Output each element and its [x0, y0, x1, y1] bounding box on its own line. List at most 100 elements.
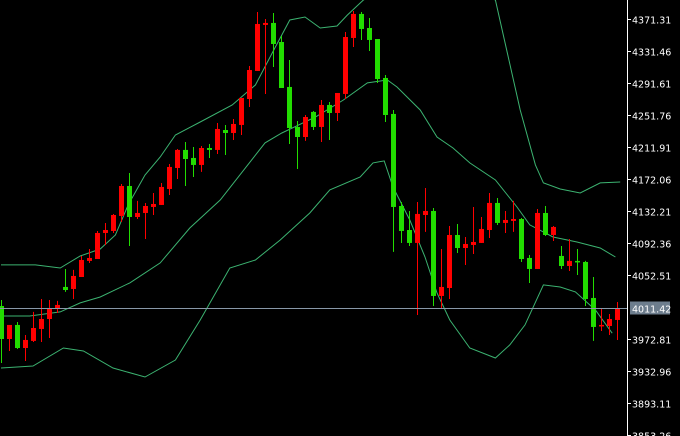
candle — [303, 114, 308, 141]
price-axis[interactable]: 4371.31 4331.46 4291.61 4251.76 4211.91 4172.… — [627, 0, 671, 436]
candle — [263, 19, 268, 94]
candle-body — [495, 202, 500, 223]
axis-tick-label: 4172.06 — [632, 176, 671, 187]
candle — [567, 239, 572, 271]
axis-tick-label: 3853.26 — [632, 432, 671, 436]
candle — [311, 110, 316, 131]
candle-body — [167, 166, 172, 189]
candle-body — [567, 260, 572, 266]
candle-body — [591, 297, 596, 327]
candle-body — [575, 260, 580, 263]
candle-body — [559, 255, 564, 266]
candle-body — [431, 210, 436, 296]
candle-body — [215, 128, 220, 150]
candle-body — [607, 319, 612, 326]
axis-tick-label: 3932.96 — [632, 368, 671, 379]
candle-body — [511, 219, 516, 221]
axis-tick-label: 4371.31 — [632, 16, 671, 27]
candle — [487, 192, 492, 238]
candle — [167, 163, 172, 195]
candle — [519, 217, 524, 262]
candle-body — [151, 203, 156, 207]
candle — [327, 101, 332, 140]
candle — [87, 248, 92, 263]
candle — [359, 11, 364, 40]
candle-body — [303, 116, 308, 137]
candle-body — [159, 186, 164, 205]
candle-body — [503, 219, 508, 223]
candle — [159, 182, 164, 205]
candle-body — [47, 307, 52, 320]
candle-body — [399, 205, 404, 231]
candle-body — [119, 185, 124, 216]
candle — [287, 59, 292, 144]
band-upper — [1, 0, 621, 269]
candle — [367, 17, 372, 51]
candle-body — [0, 305, 4, 340]
candle — [95, 230, 100, 260]
candle-body — [23, 339, 28, 348]
candle — [415, 201, 420, 315]
candle — [231, 119, 236, 140]
candle-body — [447, 234, 452, 288]
candle — [271, 12, 276, 67]
candle — [383, 74, 388, 122]
candle-body — [327, 104, 332, 113]
candle-body — [319, 104, 324, 127]
candle-body — [231, 123, 236, 133]
candle — [239, 97, 244, 135]
candle — [151, 192, 156, 215]
candle — [183, 141, 188, 186]
candle-body — [247, 70, 252, 100]
band-middle — [1, 79, 616, 317]
candle — [295, 121, 300, 169]
candle-body — [615, 308, 620, 320]
candle-body — [367, 28, 372, 40]
candle-body — [375, 39, 380, 80]
candle-body — [527, 257, 532, 269]
candle — [335, 92, 340, 122]
candle-body — [271, 22, 276, 44]
candle-body — [31, 327, 36, 341]
candle-body — [487, 202, 492, 231]
candle-body — [143, 205, 148, 213]
candle — [559, 245, 564, 269]
candle-body — [199, 148, 204, 165]
candle-body — [223, 130, 228, 133]
candle — [447, 225, 452, 300]
candle — [175, 148, 180, 180]
candle-body — [551, 226, 556, 235]
candle — [615, 301, 620, 340]
candle — [191, 146, 196, 177]
candle-body — [239, 97, 244, 125]
candle-body — [343, 36, 348, 94]
candle — [607, 313, 612, 335]
candle-body — [583, 261, 588, 300]
candle-body — [415, 213, 420, 243]
candle-body — [311, 111, 316, 127]
candle — [223, 124, 228, 155]
axis-tick-label: 4052.51 — [632, 272, 671, 283]
current-price-label: 4011.42 — [630, 301, 671, 316]
candle — [103, 222, 108, 245]
candle — [479, 216, 484, 243]
candle — [583, 260, 588, 306]
candle-body — [519, 219, 524, 260]
candle-body — [463, 243, 468, 249]
candle-body — [439, 286, 444, 296]
candle — [535, 208, 540, 269]
candle — [127, 172, 132, 246]
candle — [407, 210, 412, 246]
candle — [71, 269, 76, 300]
axis-tick-label: 4211.91 — [632, 144, 671, 155]
candle-body — [39, 319, 44, 329]
candle-body — [335, 92, 340, 113]
candle — [527, 254, 532, 283]
candle — [0, 299, 4, 364]
candle — [15, 321, 20, 349]
candle-body — [79, 259, 84, 277]
candle-body — [423, 210, 428, 215]
candle-body — [287, 86, 292, 129]
